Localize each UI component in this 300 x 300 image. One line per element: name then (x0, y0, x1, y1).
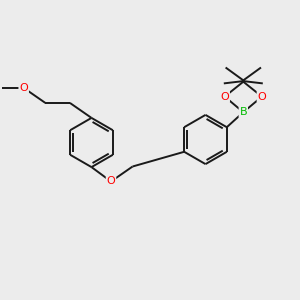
Text: O: O (257, 92, 266, 102)
Text: B: B (239, 107, 247, 117)
Text: O: O (106, 176, 116, 187)
Text: O: O (220, 92, 229, 102)
Text: O: O (19, 83, 28, 93)
